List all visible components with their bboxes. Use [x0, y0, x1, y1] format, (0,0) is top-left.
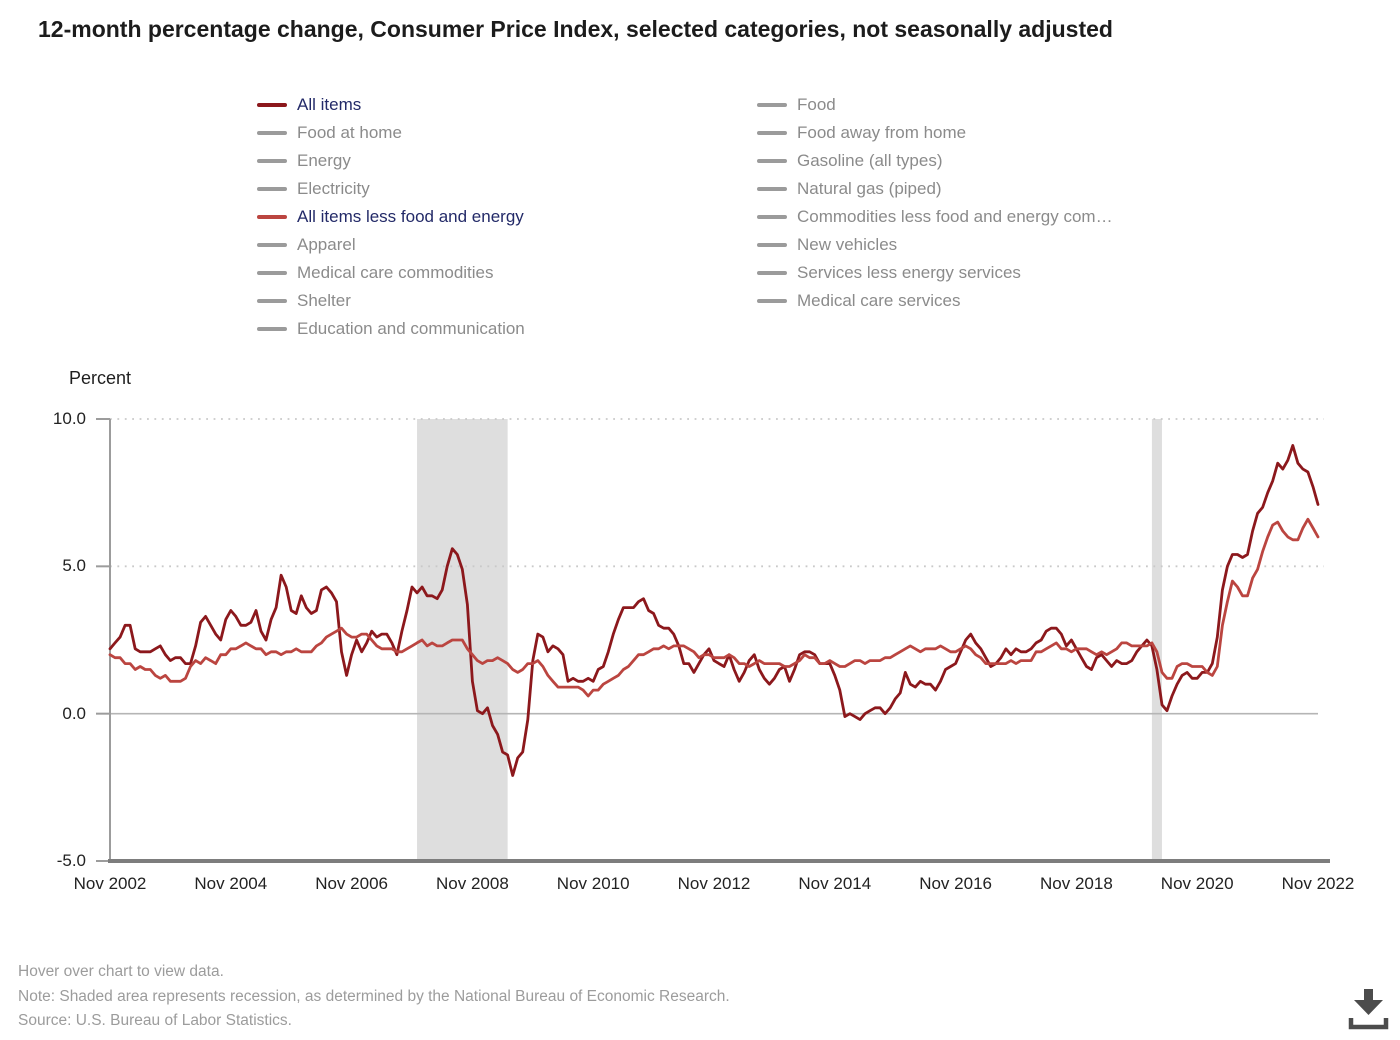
legend-column-1: All items Food at home Energy Electricity Al… — [257, 91, 757, 343]
legend-label: Electricity — [297, 179, 370, 198]
x-tick-label: Nov 2010 — [556, 874, 630, 893]
legend-label: New vehicles — [797, 235, 898, 254]
legend-label: Natural gas (piped) — [797, 179, 942, 198]
source-text: Source: U.S. Bureau of Labor Statistics. — [18, 1012, 292, 1029]
legend-item[interactable]: Electricity — [257, 175, 757, 203]
legend-swatch-icon — [757, 103, 787, 107]
chart-title: 12-month percentage change, Consumer Pri… — [38, 16, 1113, 42]
legend-label: Gasoline (all types) — [797, 151, 943, 170]
x-tick-label: Nov 2020 — [1160, 874, 1234, 893]
chart-footer: Hover over chart to view data. Note: Sha… — [18, 960, 730, 1034]
legend-swatch-icon — [257, 159, 287, 163]
legend-label: All items — [297, 95, 362, 114]
legend-swatch-icon — [757, 215, 787, 219]
legend-label: Food — [797, 95, 836, 114]
legend-swatch-icon — [757, 131, 787, 135]
x-tick-label: Nov 2002 — [73, 874, 147, 893]
legend-swatch-icon — [757, 299, 787, 303]
legend-label: Food at home — [297, 123, 402, 142]
x-tick-label: Nov 2018 — [1040, 874, 1113, 893]
legend-item[interactable]: Apparel — [257, 231, 757, 259]
note-text: Note: Shaded area represents recession, … — [18, 987, 730, 1005]
x-tick-label: Nov 2022 — [1281, 874, 1355, 893]
y-axis-title: Percent — [69, 368, 132, 388]
legend-item[interactable]: All items — [257, 91, 757, 119]
legend-item[interactable]: New vehicles — [757, 231, 1257, 259]
legend-label: Shelter — [297, 291, 351, 310]
x-tick-label: Nov 2016 — [919, 874, 992, 893]
download-button[interactable] — [1344, 988, 1394, 1036]
legend-item[interactable]: Shelter — [257, 287, 757, 315]
x-tick-label: Nov 2012 — [677, 874, 751, 893]
legend-column-2: Food Food away from home Gasoline (all typ… — [757, 91, 1257, 343]
legend-swatch-icon — [257, 271, 287, 275]
legend-swatch-icon — [257, 187, 287, 191]
x-tick-label: Nov 2014 — [798, 874, 872, 893]
legend-swatch-icon — [757, 159, 787, 163]
y-tick-label: 0.0 — [62, 703, 86, 723]
legend-label: Services less energy services — [797, 263, 1021, 282]
legend-item[interactable]: Services less energy services — [757, 259, 1257, 287]
recession-band — [1151, 419, 1162, 859]
legend-item[interactable]: Education and communication — [257, 315, 757, 343]
legend-swatch-icon — [257, 243, 287, 247]
chart-legend: All items Food at home Energy Electricity Al… — [257, 91, 1257, 343]
y-tick-label: 5.0 — [62, 556, 86, 576]
hover-hint: Hover over chart to view data. — [18, 963, 224, 980]
series-line-2[interactable] — [108, 517, 1320, 698]
y-tick-label: -5.0 — [56, 851, 86, 870]
legend-swatch-icon — [757, 243, 787, 247]
legend-swatch-icon — [257, 103, 287, 107]
legend-item[interactable]: Food away from home — [757, 119, 1257, 147]
legend-item[interactable]: Medical care commodities — [257, 259, 757, 287]
legend-swatch-icon — [257, 299, 287, 303]
series-line-1[interactable] — [108, 444, 1320, 777]
legend-swatch-icon — [757, 187, 787, 191]
legend-label: Medical care services — [797, 291, 961, 310]
legend-item[interactable]: Food — [757, 91, 1257, 119]
legend-label: Medical care commodities — [297, 263, 494, 282]
x-tick-label: Nov 2004 — [194, 874, 268, 893]
legend-swatch-icon — [257, 327, 287, 331]
legend-label: Apparel — [297, 235, 356, 254]
legend-swatch-icon — [257, 131, 287, 135]
legend-swatch-icon — [757, 271, 787, 275]
legend-label: Food away from home — [797, 123, 967, 142]
legend-label: All items less food and energy — [297, 207, 524, 226]
legend-swatch-icon — [257, 215, 287, 219]
y-tick-label: 10.0 — [52, 409, 86, 428]
legend-item[interactable]: Energy — [257, 147, 757, 175]
legend-label: Commodities less food and energy com… — [797, 207, 1113, 226]
x-tick-label: Nov 2006 — [315, 874, 388, 893]
legend-item[interactable]: Natural gas (piped) — [757, 175, 1257, 203]
legend-label: Education and communication — [297, 319, 525, 338]
legend-item[interactable]: Commodities less food and energy com… — [757, 203, 1257, 231]
legend-item[interactable]: Food at home — [257, 119, 757, 147]
legend-item[interactable]: Gasoline (all types) — [757, 147, 1257, 175]
legend-item[interactable]: All items less food and energy — [257, 203, 757, 231]
download-icon — [1348, 989, 1389, 1030]
legend-label: Energy — [297, 151, 351, 170]
x-tick-label: Nov 2008 — [436, 874, 509, 893]
legend-item[interactable]: Medical care services — [757, 287, 1257, 315]
